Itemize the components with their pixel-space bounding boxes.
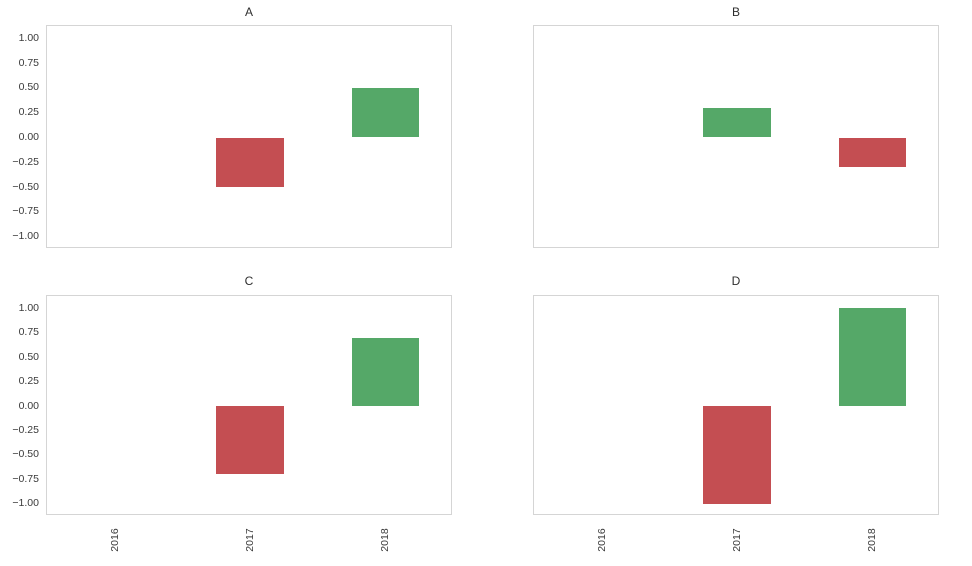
x-tick-label: 2016 [108, 528, 121, 552]
bar-2017 [216, 137, 284, 188]
x-tick-label: 2018 [379, 528, 392, 552]
subplot-a-axes: 1.00 0.75 0.50 0.25 0.00 −0.25 −0.50 −0.75 −1.00 [12, 25, 452, 248]
bar-2017 [216, 406, 284, 475]
x-tick-label: 2017 [731, 528, 743, 552]
subplot-c-title: C [244, 274, 254, 288]
y-tick-label: −1.00 [12, 230, 39, 243]
y-tick-label: 0.00 [18, 131, 39, 143]
subplot-d-title: D [731, 274, 741, 288]
y-tick-label: 1.00 [18, 301, 39, 314]
bar-2018 [351, 337, 420, 406]
subplot-b-title: B [731, 5, 740, 19]
y-tick-label: −0.50 [12, 180, 39, 193]
bar-2017 [703, 406, 771, 504]
bar-2018 [838, 137, 907, 168]
subplot-d-axes: 2016 2017 2018 [533, 295, 939, 552]
bar-2018 [351, 87, 420, 138]
subplot-c-axes: 1.00 0.75 0.50 0.25 0.00 −0.25 −0.50 −0.75 −1.00… [12, 295, 452, 552]
bar-2017 [703, 107, 771, 138]
y-tick-label: 0.25 [18, 106, 39, 119]
subplot-b-axes [533, 25, 939, 248]
y-tick-label: −0.75 [12, 205, 39, 218]
bar-2018 [838, 308, 907, 406]
x-tick-label: 2016 [595, 528, 608, 552]
y-tick-label: 0.75 [18, 326, 39, 339]
y-tick-label: −0.25 [12, 155, 39, 168]
y-tick-label: −0.25 [12, 423, 39, 436]
y-tick-label: −0.50 [12, 448, 39, 461]
y-tick-label: 0.00 [18, 399, 39, 412]
y-tick-label: 0.50 [18, 81, 39, 94]
y-tick-label: 1.00 [18, 31, 39, 44]
x-tick-label: 2018 [866, 528, 879, 552]
x-tick-label: 2017 [244, 528, 256, 552]
y-tick-label: −0.75 [12, 472, 39, 485]
y-tick-label: 0.50 [18, 350, 39, 363]
subplot-a-title: A [244, 5, 253, 19]
y-tick-label: 0.75 [18, 56, 39, 69]
y-tick-label: −1.00 [12, 497, 39, 510]
y-tick-label: 0.25 [18, 375, 39, 388]
